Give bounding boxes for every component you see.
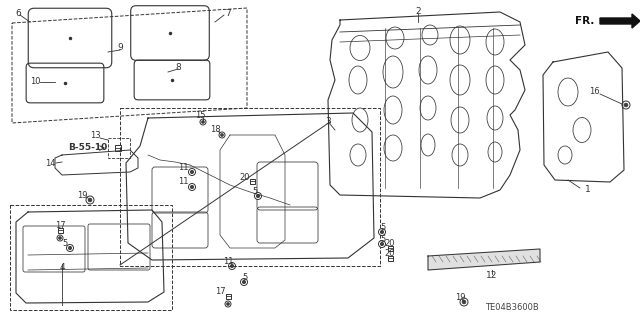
Text: 16: 16 [589,87,599,97]
Text: 11: 11 [178,177,188,187]
Text: 4: 4 [59,263,65,272]
Text: 18: 18 [210,125,220,135]
Text: FR.: FR. [575,16,594,26]
Circle shape [67,244,74,251]
Circle shape [378,241,385,248]
Bar [108,138,130,158]
Polygon shape [600,14,640,28]
Circle shape [189,168,195,175]
Bar [58,227,63,233]
Text: 3: 3 [325,117,331,127]
Text: 17: 17 [54,221,65,231]
Circle shape [200,119,206,125]
Ellipse shape [350,35,370,61]
Text: 15: 15 [195,110,205,120]
Ellipse shape [450,26,470,54]
Circle shape [230,264,234,268]
Text: B-55-10: B-55-10 [68,144,108,152]
Text: 7: 7 [225,9,231,18]
Text: 17: 17 [214,287,225,296]
Ellipse shape [486,29,504,55]
Text: 6: 6 [15,9,21,18]
Text: 5: 5 [243,273,248,283]
Text: 1: 1 [585,186,591,195]
Circle shape [228,263,236,270]
Circle shape [221,134,223,136]
Bar [250,179,255,183]
Ellipse shape [488,142,502,162]
Text: 5: 5 [380,224,386,233]
Bar [387,246,392,250]
Circle shape [227,303,229,305]
Circle shape [202,121,204,123]
Ellipse shape [421,134,435,156]
Bar [115,145,121,151]
Ellipse shape [452,144,468,166]
Polygon shape [428,249,540,270]
Ellipse shape [558,78,578,106]
Text: 8: 8 [175,63,181,71]
Ellipse shape [383,56,403,88]
Circle shape [189,183,195,190]
Bar [120,108,380,266]
Text: 19: 19 [455,293,465,302]
Ellipse shape [451,107,469,133]
Text: 14: 14 [45,159,55,167]
Ellipse shape [420,96,436,120]
Circle shape [86,196,94,204]
Ellipse shape [384,135,402,161]
Circle shape [255,192,262,199]
Ellipse shape [422,25,438,45]
Text: 9: 9 [117,43,123,53]
Bar [10,205,172,310]
Circle shape [460,298,468,306]
Text: TE04B3600B: TE04B3600B [485,303,539,313]
Bar [387,256,392,261]
Ellipse shape [349,66,367,94]
Circle shape [225,301,231,307]
Ellipse shape [352,108,368,132]
Circle shape [378,228,385,235]
Ellipse shape [558,146,572,164]
Circle shape [57,235,63,241]
Circle shape [68,246,72,249]
Ellipse shape [419,56,437,84]
Circle shape [380,230,383,234]
Ellipse shape [384,96,402,124]
Text: 10: 10 [29,78,40,86]
Circle shape [191,170,193,174]
Text: 12: 12 [486,271,498,280]
Text: 5: 5 [380,235,386,244]
Ellipse shape [487,106,503,130]
Circle shape [59,237,61,239]
Ellipse shape [386,27,404,49]
Text: 5: 5 [252,188,258,197]
Circle shape [88,198,92,202]
Text: 13: 13 [90,131,100,140]
Text: 11: 11 [223,257,233,266]
Text: 11: 11 [178,162,188,172]
Text: 20: 20 [385,249,396,258]
Bar [225,293,230,299]
Ellipse shape [573,117,591,143]
Circle shape [622,101,630,109]
Text: 19: 19 [77,190,87,199]
Circle shape [462,300,466,304]
Ellipse shape [450,65,470,95]
Circle shape [241,278,248,286]
Circle shape [624,103,628,107]
Circle shape [191,185,193,189]
Text: 5: 5 [62,240,68,249]
Text: 20: 20 [240,173,250,182]
Text: 20: 20 [385,240,396,249]
Circle shape [243,280,246,284]
Text: 2: 2 [415,8,421,17]
Circle shape [257,194,260,197]
Circle shape [219,132,225,138]
Ellipse shape [350,144,366,166]
Ellipse shape [486,66,504,94]
Circle shape [380,242,383,246]
